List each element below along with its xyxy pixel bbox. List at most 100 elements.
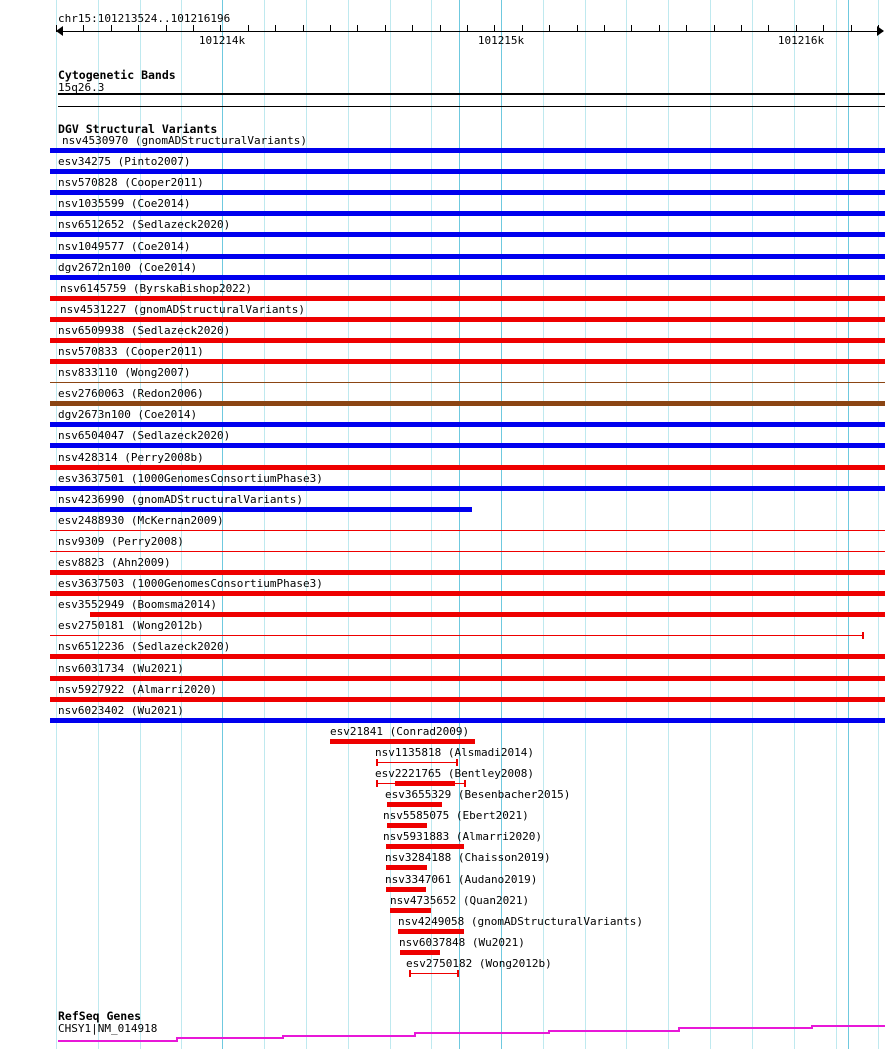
- variant-label[interactable]: dgv2672n100 (Coe2014): [58, 261, 198, 274]
- variant-bar[interactable]: [395, 781, 455, 786]
- variant-label[interactable]: esv3637501 (1000GenomesConsortiumPhase3): [58, 472, 323, 485]
- variant-bar[interactable]: [50, 232, 885, 237]
- variant-label[interactable]: nsv6037848 (Wu2021): [399, 936, 525, 949]
- gene-label[interactable]: CHSY1|NM_014918: [58, 1022, 158, 1035]
- variant-label[interactable]: esv2760063 (Redon2006): [58, 387, 204, 400]
- grid-line: [264, 0, 265, 1049]
- variant-bar[interactable]: [50, 591, 885, 596]
- variant-bar[interactable]: [398, 929, 464, 934]
- variant-bar[interactable]: [50, 359, 885, 364]
- variant-bar[interactable]: [50, 190, 885, 195]
- gene-exon-segment[interactable]: [548, 1030, 678, 1032]
- ruler-tick-label: 101215k: [477, 34, 525, 47]
- ruler-tick-label: 101216k: [777, 34, 825, 47]
- variant-label[interactable]: esv34275 (Pinto2007): [58, 155, 191, 168]
- variant-bar[interactable]: [390, 908, 431, 913]
- variant-bar[interactable]: [50, 211, 885, 216]
- variant-label[interactable]: esv2221765 (Bentley2008): [375, 767, 534, 780]
- cytogenetic-band-label[interactable]: 15q26.3: [58, 81, 105, 94]
- ruler-tick: [220, 25, 221, 32]
- variant-bar[interactable]: [50, 465, 885, 470]
- gene-exon-segment[interactable]: [176, 1037, 282, 1039]
- cytogenetic-bands-title: Cytogenetic Bands: [58, 68, 176, 82]
- variant-label[interactable]: esv2488930 (McKernan2009): [58, 514, 224, 527]
- variant-bar[interactable]: [50, 338, 885, 343]
- variant-bar[interactable]: [50, 570, 885, 575]
- gene-exon-segment[interactable]: [58, 1040, 176, 1042]
- variant-label[interactable]: nsv570833 (Cooper2011): [58, 345, 204, 358]
- variant-label[interactable]: nsv428314 (Perry2008b): [58, 451, 204, 464]
- gene-exon-segment[interactable]: [678, 1027, 811, 1029]
- variant-label[interactable]: nsv9309 (Perry2008): [58, 535, 184, 548]
- variant-label[interactable]: nsv1135818 (Alsmadi2014): [375, 746, 534, 759]
- variant-bar[interactable]: [50, 654, 885, 659]
- variant-bar[interactable]: [50, 254, 885, 259]
- variant-bar[interactable]: [50, 443, 885, 448]
- variant-bar[interactable]: [50, 422, 885, 427]
- variant-label[interactable]: nsv6504047 (Sedlazeck2020): [58, 429, 231, 442]
- variant-label[interactable]: nsv6145759 (ByrskaBishop2022): [60, 282, 253, 295]
- variant-label[interactable]: nsv5931883 (Almarri2020): [383, 830, 542, 843]
- variant-label[interactable]: nsv4236990 (gnomADStructuralVariants): [58, 493, 304, 506]
- ruler-tick: [166, 25, 167, 32]
- variant-label[interactable]: nsv1049577 (Coe2014): [58, 240, 191, 253]
- variant-line[interactable]: [50, 530, 885, 531]
- variant-bar[interactable]: [50, 676, 885, 681]
- variant-label[interactable]: nsv4531227 (gnomADStructuralVariants): [60, 303, 306, 316]
- variant-label[interactable]: nsv6023402 (Wu2021): [58, 704, 184, 717]
- gene-connector: [414, 1032, 416, 1037]
- variant-label[interactable]: nsv5927922 (Almarri2020): [58, 683, 217, 696]
- variant-label[interactable]: esv8823 (Ahn2009): [58, 556, 171, 569]
- variant-label[interactable]: esv3637503 (1000GenomesConsortiumPhase3): [58, 577, 323, 590]
- variant-bar[interactable]: [50, 296, 885, 301]
- variant-label[interactable]: nsv6509938 (Sedlazeck2020): [58, 324, 231, 337]
- variant-bar[interactable]: [50, 718, 885, 723]
- variant-bar[interactable]: [386, 887, 426, 892]
- variant-bar[interactable]: [50, 507, 472, 512]
- variant-bar[interactable]: [386, 865, 427, 870]
- variant-label[interactable]: nsv6031734 (Wu2021): [58, 662, 184, 675]
- variant-label[interactable]: nsv833110 (Wong2007): [58, 366, 191, 379]
- variant-label[interactable]: esv3655329 (Besenbacher2015): [385, 788, 571, 801]
- variant-bar[interactable]: [50, 169, 885, 174]
- gene-exon-segment[interactable]: [282, 1035, 414, 1037]
- variant-label[interactable]: nsv3347061 (Audano2019): [385, 873, 538, 886]
- variant-label[interactable]: esv21841 (Conrad2009): [330, 725, 470, 738]
- variant-label[interactable]: dgv2673n100 (Coe2014): [58, 408, 198, 421]
- dgv-title: DGV Structural Variants: [58, 122, 218, 136]
- variant-label[interactable]: nsv6512652 (Sedlazeck2020): [58, 218, 231, 231]
- variant-bar[interactable]: [387, 802, 442, 807]
- variant-line[interactable]: [50, 635, 862, 636]
- variant-bar[interactable]: [330, 739, 475, 744]
- grid-line: [626, 0, 627, 1049]
- variant-label[interactable]: nsv4530970 (gnomADStructuralVariants): [62, 134, 308, 147]
- variant-bar[interactable]: [50, 148, 885, 153]
- variant-bar[interactable]: [50, 317, 885, 322]
- variant-line[interactable]: [50, 551, 885, 552]
- variant-bar[interactable]: [386, 844, 464, 849]
- variant-label[interactable]: esv3552949 (Boomsma2014): [58, 598, 217, 611]
- variant-bar[interactable]: [90, 612, 885, 617]
- variant-line[interactable]: [409, 973, 457, 974]
- variant-label[interactable]: esv2750181 (Wong2012b): [58, 619, 204, 632]
- variant-label[interactable]: nsv1035599 (Coe2014): [58, 197, 191, 210]
- gene-exon-segment[interactable]: [414, 1032, 548, 1034]
- variant-line[interactable]: [50, 382, 885, 383]
- variant-label[interactable]: esv2750182 (Wong2012b): [406, 957, 552, 970]
- variant-label[interactable]: nsv4735652 (Quan2021): [390, 894, 530, 907]
- variant-bar[interactable]: [50, 697, 885, 702]
- ruler-tick: [193, 25, 194, 32]
- variant-label[interactable]: nsv570828 (Cooper2011): [58, 176, 204, 189]
- variant-bar[interactable]: [400, 950, 440, 955]
- variant-bar[interactable]: [50, 401, 885, 406]
- gene-exon-segment[interactable]: [811, 1025, 885, 1027]
- variant-label[interactable]: nsv4249058 (gnomADStructuralVariants): [398, 915, 644, 928]
- variant-label[interactable]: nsv5585075 (Ebert2021): [383, 809, 529, 822]
- variant-line[interactable]: [376, 762, 456, 763]
- variant-bar[interactable]: [387, 823, 427, 828]
- variant-label[interactable]: nsv6512236 (Sedlazeck2020): [58, 640, 231, 653]
- ruler-tick: [549, 25, 550, 32]
- variant-bar[interactable]: [50, 486, 885, 491]
- variant-bar[interactable]: [50, 275, 885, 280]
- variant-label[interactable]: nsv3284188 (Chaisson2019): [385, 851, 551, 864]
